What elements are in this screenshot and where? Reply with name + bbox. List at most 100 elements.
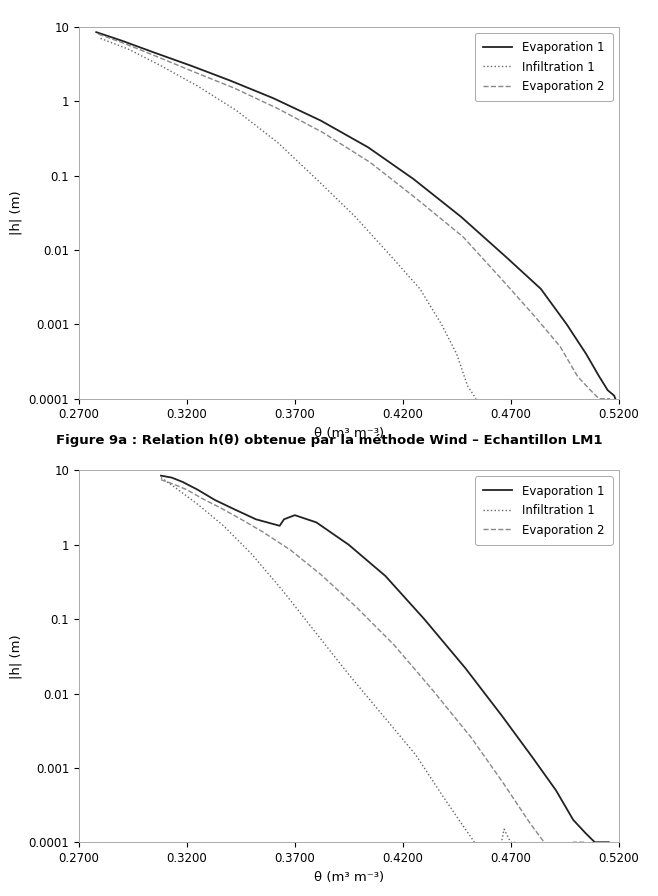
Evaporation 1	[528, 752, 536, 762]
Infiltration 1	[345, 669, 353, 680]
Evaporation 1	[457, 211, 465, 222]
Evaporation 2	[367, 157, 374, 168]
Infiltration 1	[124, 44, 132, 55]
Evaporation 2	[170, 479, 178, 490]
Infiltration 1	[274, 137, 282, 148]
X-axis label: θ (m³ m⁻³): θ (m³ m⁻³)	[314, 871, 384, 883]
Infiltration 1	[313, 174, 320, 185]
Evaporation 2	[412, 193, 420, 203]
Evaporation 2	[530, 311, 538, 322]
Evaporation 1	[605, 837, 613, 848]
Infiltration 1	[416, 283, 424, 294]
Infiltration 1	[463, 380, 471, 391]
Evaporation 2	[606, 393, 614, 404]
Evaporation 2	[198, 493, 206, 504]
Line: Evaporation 2: Evaporation 2	[99, 34, 610, 399]
Evaporation 1	[601, 837, 609, 848]
Evaporation 1	[597, 837, 605, 848]
Infiltration 1	[478, 849, 486, 859]
Evaporation 2	[429, 685, 437, 696]
Infiltration 1	[507, 837, 515, 848]
Evaporation 1	[151, 47, 159, 58]
Evaporation 2	[595, 393, 603, 404]
Infiltration 1	[472, 393, 480, 404]
Evaporation 2	[183, 485, 191, 495]
Evaporation 2	[351, 600, 359, 611]
Line: Infiltration 1: Infiltration 1	[161, 478, 515, 872]
X-axis label: θ (m³ m⁻³): θ (m³ m⁻³)	[314, 427, 384, 440]
Evaporation 1	[316, 116, 324, 126]
Evaporation 1	[291, 510, 299, 521]
Evaporation 1	[420, 614, 428, 625]
Evaporation 1	[552, 785, 560, 796]
Evaporation 1	[178, 477, 186, 487]
Evaporation 1	[611, 393, 619, 404]
Evaporation 2	[319, 127, 327, 138]
Evaporation 2	[526, 818, 534, 829]
Infiltration 1	[174, 485, 182, 495]
Infiltration 1	[453, 349, 461, 359]
Evaporation 1	[502, 252, 510, 263]
Infiltration 1	[351, 211, 359, 222]
Line: Evaporation 2: Evaporation 2	[161, 479, 584, 865]
Evaporation 1	[365, 142, 372, 152]
Infiltration 1	[500, 823, 508, 834]
Evaporation 2	[559, 859, 567, 870]
Evaporation 2	[190, 66, 197, 77]
Evaporation 2	[286, 545, 294, 556]
Evaporation 1	[604, 385, 612, 396]
Evaporation 2	[390, 640, 398, 650]
Evaporation 2	[95, 29, 103, 39]
Evaporation 1	[252, 514, 260, 525]
Evaporation 1	[313, 517, 320, 528]
Evaporation 1	[591, 837, 599, 848]
Infiltration 1	[193, 499, 201, 510]
Infiltration 1	[157, 472, 165, 483]
Evaporation 1	[168, 472, 176, 483]
Evaporation 2	[120, 38, 128, 48]
Evaporation 1	[610, 391, 618, 401]
Evaporation 1	[188, 60, 195, 71]
Evaporation 2	[235, 513, 243, 523]
Evaporation 2	[274, 103, 282, 114]
Infiltration 1	[247, 548, 255, 559]
Evaporation 1	[230, 504, 238, 514]
Evaporation 1	[280, 514, 288, 525]
Evaporation 2	[500, 779, 508, 789]
Infiltration 1	[157, 60, 165, 71]
Evaporation 1	[92, 27, 100, 38]
Line: Infiltration 1: Infiltration 1	[101, 39, 476, 399]
Evaporation 1	[193, 485, 201, 495]
Evaporation 2	[316, 569, 324, 580]
Evaporation 2	[576, 837, 584, 848]
Infiltration 1	[97, 33, 105, 44]
Evaporation 1	[461, 663, 469, 674]
Y-axis label: |h| (m): |h| (m)	[10, 191, 23, 235]
Evaporation 2	[259, 526, 266, 537]
Evaporation 2	[230, 82, 238, 93]
Evaporation 2	[586, 385, 594, 396]
Evaporation 2	[459, 231, 467, 242]
Legend: Evaporation 1, Infiltration 1, Evaporation 2: Evaporation 1, Infiltration 1, Evaporati…	[474, 477, 613, 545]
Legend: Evaporation 1, Infiltration 1, Evaporation 2: Evaporation 1, Infiltration 1, Evaporati…	[474, 33, 613, 101]
Y-axis label: |h| (m): |h| (m)	[10, 634, 23, 678]
Evaporation 1	[345, 539, 353, 550]
Infiltration 1	[311, 625, 318, 636]
Evaporation 1	[276, 521, 284, 531]
Infiltration 1	[388, 252, 396, 263]
Evaporation 1	[118, 36, 126, 47]
Infiltration 1	[412, 749, 420, 760]
Evaporation 1	[409, 174, 417, 185]
Evaporation 1	[226, 75, 234, 86]
Evaporation 2	[601, 393, 609, 404]
Evaporation 2	[574, 371, 582, 382]
Evaporation 1	[537, 283, 545, 294]
Evaporation 1	[569, 814, 577, 825]
Evaporation 2	[215, 502, 223, 513]
Infiltration 1	[492, 866, 499, 877]
Infiltration 1	[461, 823, 469, 834]
Evaporation 1	[595, 371, 603, 382]
Evaporation 2	[580, 837, 588, 848]
Text: Figure 9a : Relation h(θ) obtenue par la méthode Wind – Echantillon LM1: Figure 9a : Relation h(θ) obtenue par la…	[56, 435, 602, 447]
Evaporation 1	[269, 93, 277, 104]
